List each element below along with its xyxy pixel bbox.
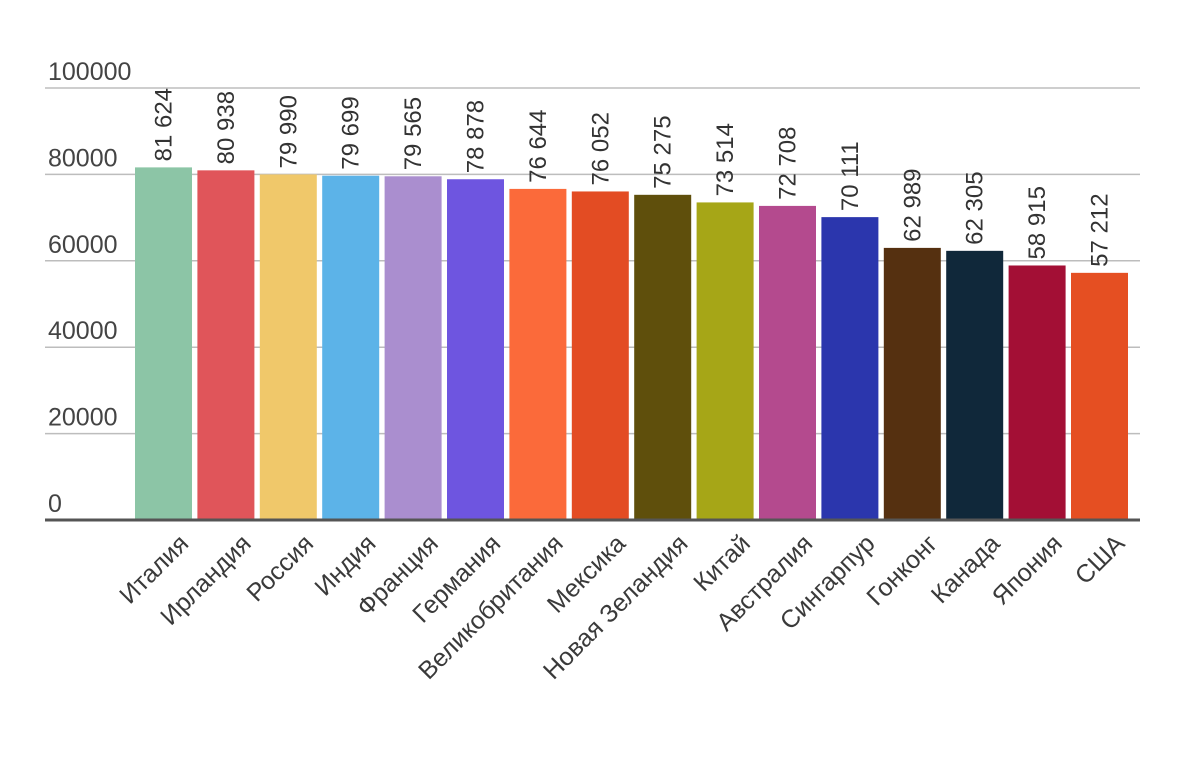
bar [946, 250, 1004, 520]
data-label: 72 708 [775, 126, 802, 199]
value-labels: 81 624 80 938 79 990 79 699 79 565 78 878 76 6… [151, 88, 1114, 267]
x-tick-label: США [1070, 529, 1131, 590]
bar [883, 247, 941, 521]
x-tick-label: Россия [241, 529, 319, 607]
y-tick-label: 20000 [48, 404, 118, 432]
data-label: 76 052 [587, 112, 614, 185]
data-label: 73 514 [712, 123, 739, 196]
bar [322, 175, 380, 520]
bar [384, 176, 442, 520]
bar [447, 179, 504, 520]
bar [759, 205, 816, 521]
data-label: 58 915 [1024, 186, 1051, 259]
bar [634, 194, 692, 520]
data-label: 57 212 [1087, 193, 1114, 266]
x-tick-label: Япония [987, 529, 1068, 610]
bar [197, 170, 255, 520]
bar [821, 217, 879, 520]
y-tick-label: 40000 [48, 317, 118, 345]
bar [696, 202, 754, 520]
y-tick-label: 60000 [48, 231, 118, 259]
data-label: 80 938 [213, 91, 240, 164]
data-label: 79 699 [338, 96, 365, 169]
data-label: 81 624 [151, 88, 178, 161]
data-label: 75 275 [650, 115, 677, 188]
x-tick-label: Гонконг [861, 529, 943, 611]
x-axis-labels: ИталияИрландияРоссияИндияФранцияГермания… [114, 529, 1130, 685]
bar [135, 167, 192, 520]
data-label: 78 878 [463, 100, 490, 173]
y-axis-ticks: 0 20000 40000 60000 80000 100000 [48, 58, 131, 518]
data-label: 79 990 [275, 95, 302, 168]
bar [509, 188, 567, 520]
bar [259, 174, 317, 520]
bar [571, 191, 629, 520]
data-label: 70 111 [837, 141, 864, 211]
y-tick-label: 0 [48, 490, 62, 518]
y-tick-label: 80000 [48, 144, 118, 172]
data-label: 76 644 [525, 109, 552, 182]
data-label: 79 565 [400, 97, 427, 170]
bars [135, 167, 1128, 521]
bar [1008, 265, 1066, 520]
bar [1071, 272, 1128, 520]
y-tick-label: 100000 [48, 58, 131, 86]
data-label: 62 989 [899, 168, 926, 241]
data-label: 62 305 [962, 171, 989, 244]
